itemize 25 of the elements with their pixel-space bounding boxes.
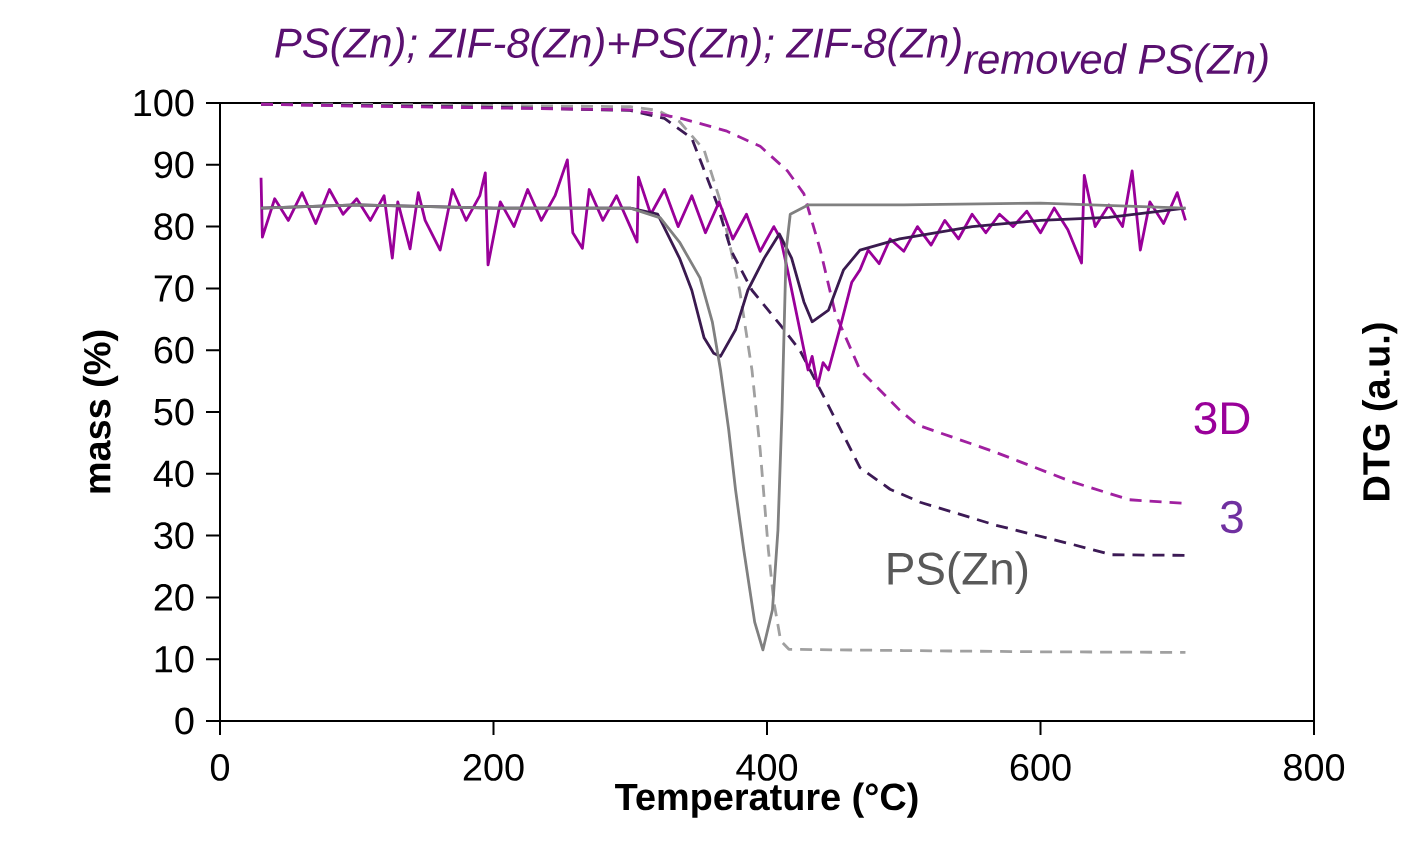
x-axis-title: Temperature (°C) (615, 782, 918, 818)
y-tick-label: 90 (154, 151, 194, 179)
annotation: 3D (1194, 401, 1250, 435)
annotation: PS(Zn) (888, 551, 1028, 595)
x-tick-label: 800 (1284, 754, 1345, 781)
x-tick-label: 600 (1010, 754, 1071, 781)
y-tick-label: 0 (175, 707, 194, 735)
x-tick-label: 400 (736, 754, 798, 781)
y-tick-label: 50 (154, 398, 194, 426)
y-tick-label: 70 (154, 274, 194, 302)
line-series (259, 201, 1187, 652)
y2-axis-title: DTG (a.u.) (1361, 323, 1398, 500)
y-tick-label: 80 (154, 213, 194, 240)
x-tick-label: 200 (463, 754, 524, 781)
y-tick-label: 60 (154, 336, 194, 364)
chart-title: $\textit{PS(Zn); ZIF-8(Zn)+PS(Zn); ZIF-8(Zn)}_{\textit{removed PS(Zn)}}$ (275, 27, 1268, 83)
y-axis-title: mass (%) (82, 330, 119, 493)
y-tick-label: 20 (154, 583, 194, 611)
y-tick-label: 10 (155, 645, 194, 673)
line-series (259, 158, 1187, 388)
x-tick-label: 0 (210, 754, 230, 781)
annotation: 3 (1220, 500, 1243, 534)
y-tick-label: 40 (153, 460, 194, 488)
y-tick-label: 100 (134, 89, 194, 117)
y-tick-label: 30 (154, 522, 194, 550)
